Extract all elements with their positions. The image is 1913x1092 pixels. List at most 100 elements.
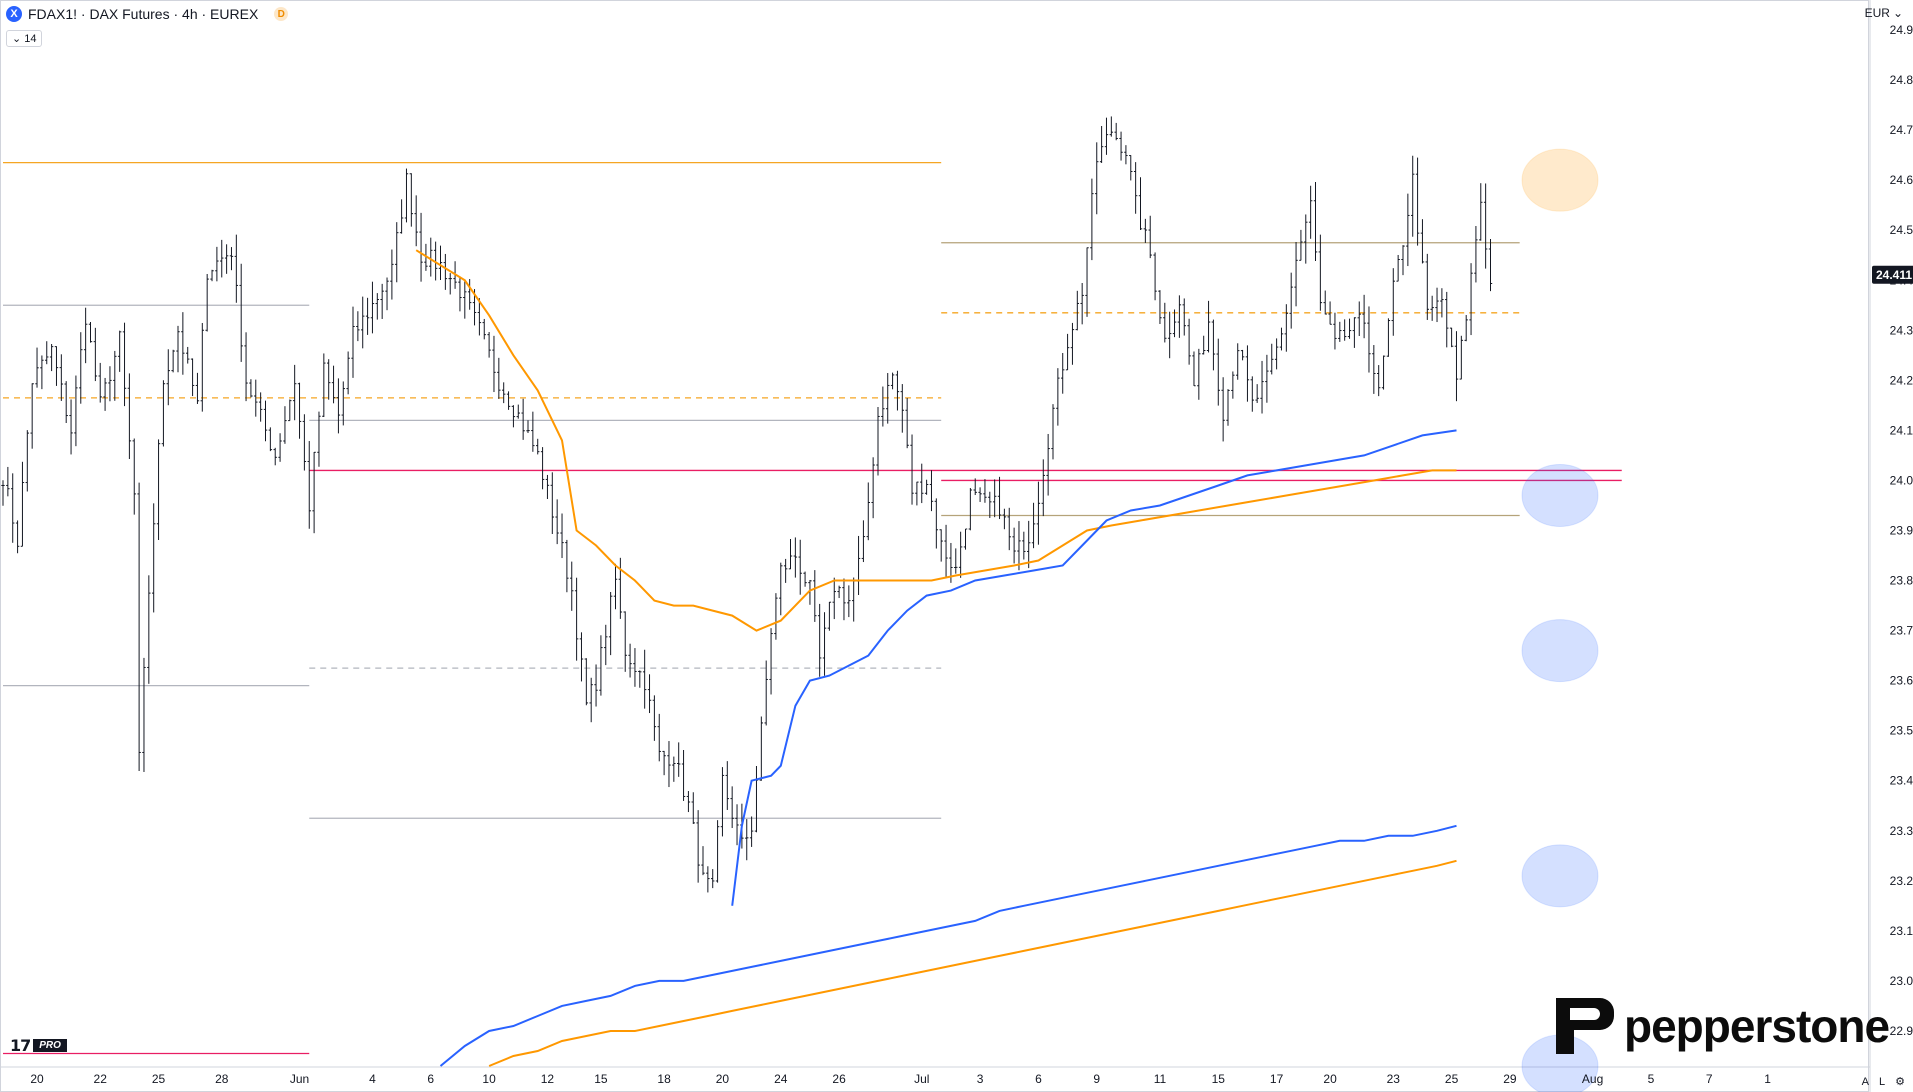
currency-label: EUR: [1864, 6, 1890, 20]
price-bar: [30, 383, 34, 449]
price-bar: [1129, 155, 1133, 181]
price-bar: [487, 331, 491, 358]
price-bar: [594, 664, 598, 707]
tradingview-logo[interactable]: 17 PRO: [10, 1036, 67, 1055]
price-bar: [477, 298, 482, 336]
price-bar: [1255, 384, 1259, 403]
price-bar: [1289, 272, 1293, 329]
price-bar: [929, 470, 934, 512]
price-bar: [793, 537, 798, 578]
indicators-toggle[interactable]: ⌄ 14: [6, 30, 43, 47]
price-bar: [1226, 389, 1230, 426]
price-bar: [229, 247, 234, 271]
price-bar: [618, 557, 623, 619]
price-bar: [1401, 245, 1405, 276]
price-bar: [414, 195, 418, 247]
price-bar: [1187, 318, 1191, 365]
gear-icon[interactable]: ⚙: [1895, 1076, 1905, 1088]
price-bar: [210, 269, 214, 282]
currency-selector[interactable]: EUR ⌄: [1865, 6, 1903, 20]
price-bar: [890, 372, 895, 390]
price-bar: [565, 539, 569, 593]
price-tick-label: 24.000: [1890, 473, 1913, 487]
price-bar: [1167, 311, 1172, 359]
auto-scale-button[interactable]: A: [1861, 1075, 1869, 1088]
price-bar: [1119, 131, 1123, 161]
price-bar: [93, 327, 98, 382]
price-bar: [404, 168, 409, 223]
target-zone-1[interactable]: [1521, 463, 1599, 527]
price-bar: [1041, 459, 1045, 517]
time-tick-label: 26: [832, 1072, 846, 1086]
price-bar: [764, 660, 768, 726]
time-tick-label: 23: [1387, 1072, 1401, 1086]
chart-title[interactable]: FDAX1! · DAX Futures · 4h · EUREX: [28, 6, 259, 22]
price-bar: [1036, 481, 1041, 545]
moving-average-line-1[interactable]: [731, 429, 1457, 906]
price-bar: [492, 335, 496, 393]
price-bar: [1440, 288, 1444, 318]
price-bar: [550, 472, 555, 535]
price-bar: [1046, 433, 1050, 496]
time-tick-label: 18: [657, 1072, 671, 1086]
price-bar: [715, 820, 720, 883]
price-bar: [390, 249, 394, 300]
price-bar: [1338, 321, 1342, 342]
last-price-label: 24.411: [1876, 268, 1912, 282]
price-bar: [745, 819, 749, 861]
price-bar: [1148, 215, 1152, 259]
log-scale-button[interactable]: L: [1879, 1075, 1886, 1088]
target-zone-2[interactable]: [1521, 619, 1599, 683]
price-axis[interactable]: 22.900 23.000 23.100 23.200 23.300 23.400 23.5…: [1890, 23, 1913, 1038]
price-bar: [307, 441, 311, 529]
time-axis[interactable]: 20 22 25 28 Jun 4 6 10 12 15 18 20 24 26 Jul 3 6 9 11 15 17 2…: [30, 1072, 1771, 1086]
time-tick-label: 24: [774, 1072, 788, 1086]
moving-average-line-0[interactable]: [415, 249, 1457, 632]
price-bar: [151, 503, 156, 613]
price-bar: [963, 528, 968, 550]
time-tick-label: 20: [1323, 1072, 1337, 1086]
price-bar: [1299, 229, 1303, 261]
price-bar: [1245, 345, 1250, 402]
time-tick-label: 25: [152, 1072, 166, 1086]
price-bar: [54, 346, 59, 386]
price-bar: [725, 761, 730, 810]
price-bar: [263, 400, 268, 442]
price-bar: [720, 767, 725, 837]
price-bar: [681, 749, 686, 801]
target-zone-3[interactable]: [1521, 844, 1599, 908]
price-bar: [11, 473, 15, 543]
delayed-data-badge[interactable]: D: [274, 7, 289, 21]
price-bar: [759, 716, 764, 781]
time-tick-label: 4: [369, 1072, 376, 1086]
price-bar: [74, 375, 78, 447]
price-tick-label: 23.400: [1890, 774, 1913, 788]
price-bar: [361, 296, 365, 349]
price-bar: [127, 373, 132, 459]
price-bar: [560, 513, 564, 559]
time-tick-label: 5: [1648, 1072, 1655, 1086]
time-tick-label: 6: [427, 1072, 434, 1086]
price-bar: [1192, 351, 1196, 387]
moving-average-line-2[interactable]: [439, 824, 1457, 1067]
price-bar: [1488, 239, 1493, 292]
moving-average-line-3[interactable]: [488, 859, 1457, 1067]
price-tick-label: 23.600: [1890, 674, 1913, 688]
price-bar: [788, 538, 793, 570]
price-bar: [847, 585, 851, 618]
time-tick-label: 22: [94, 1072, 108, 1086]
tradingview-mark: 17: [10, 1036, 31, 1055]
price-bar: [1007, 507, 1011, 551]
price-bar: [103, 377, 107, 411]
price-bar: [1012, 527, 1016, 564]
price-bar: [1250, 376, 1255, 412]
price-bar: [181, 312, 185, 375]
price-bar: [988, 491, 992, 518]
price-bar: [968, 487, 973, 531]
price-bar: [579, 632, 584, 682]
price-bar: [584, 658, 589, 706]
price-bar: [798, 539, 802, 595]
price-bar: [691, 792, 695, 824]
target-zone-0[interactable]: [1521, 148, 1599, 212]
